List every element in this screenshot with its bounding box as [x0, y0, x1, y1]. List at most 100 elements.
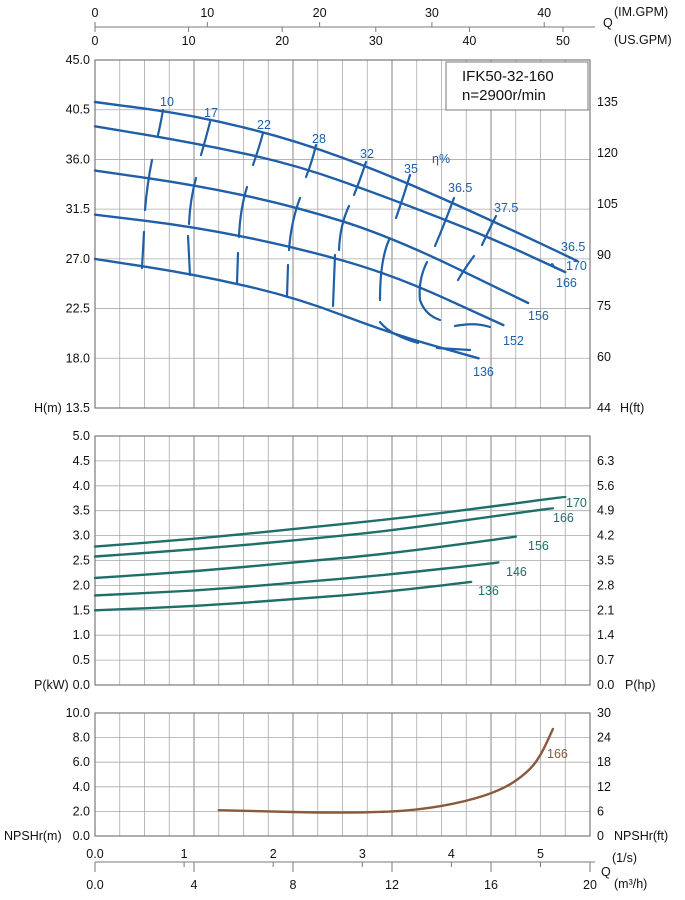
head-ylabel: H(m) [34, 401, 62, 415]
us-gpm-unit: (US.GPM) [614, 33, 672, 47]
head-y2-tick-label: 75 [597, 299, 611, 313]
panel-frame [94, 435, 591, 686]
power-y2-tick-label: 1.4 [597, 628, 614, 642]
power-y2-ticks: 6.3 5.6 4.9 4.2 3.5 2.8 2.1 1.4 0.7 0.0 [597, 454, 614, 692]
panel-frame [94, 712, 591, 837]
head-curve-labels: 170 166 156 152 136 [473, 259, 587, 379]
head-y2-tick-label: 135 [597, 95, 618, 109]
im-gpm-tick: 0 [92, 6, 99, 20]
curve-166 [217, 727, 555, 814]
y-tick-label: 40.5 [66, 103, 90, 117]
curve-166 [93, 506, 555, 558]
y-tick-label: 4.5 [73, 454, 90, 468]
eff-curve-36-5 [418, 196, 472, 352]
eff-curve-10 [140, 108, 165, 270]
eff-label: 35 [404, 162, 418, 176]
head-y2-tick-label: 60 [597, 350, 611, 364]
head-y2-tick-label: 44 [597, 401, 611, 415]
chart-subtitle: n=2900r/min [462, 87, 546, 104]
y-tick-label: 6 [597, 804, 604, 818]
power-y2-tick-label: 2.1 [597, 603, 614, 617]
y-tick-label: 2.5 [73, 554, 90, 568]
efficiency-symbol: η% [432, 152, 450, 166]
npsh-y2label: NPSHr(ft) [614, 829, 668, 843]
y-tick-label: 18.0 [66, 351, 90, 365]
npsh-y2-ticks: 30 24 18 12 6 0 [597, 706, 611, 843]
y-tick-label: 18 [597, 755, 611, 769]
im-gpm-tick: 30 [425, 6, 439, 20]
efficiency-curves [140, 108, 557, 352]
us-gpm-axis: 0 10 20 30 40 50 [92, 27, 570, 48]
npsh-grid [94, 712, 591, 837]
m3h-tick: 4 [191, 878, 198, 892]
power-curves [93, 495, 567, 612]
head-y2-tick-label: 120 [597, 146, 618, 160]
power-y-ticks: 5.0 4.5 4.0 3.5 3.0 2.5 2.0 1.5 1.0 0.5 0.0 [73, 429, 90, 692]
curve-166 [93, 125, 567, 274]
y-tick-label: 13.5 [66, 401, 90, 415]
curve-156 [93, 169, 530, 305]
power-grid [94, 435, 591, 686]
npsh-curve-labels: 166 [547, 747, 568, 761]
ls-tick: 3 [359, 847, 366, 861]
curve-146 [93, 561, 500, 597]
eff-label: 36.5 [448, 181, 472, 195]
eff-label: 22 [257, 118, 271, 132]
us-gpm-tick: 20 [275, 34, 289, 48]
head-grid [94, 59, 591, 409]
y-tick-label: 6.0 [73, 755, 90, 769]
y-tick-label: 10.0 [66, 706, 90, 720]
ls-tick: 2 [270, 847, 277, 861]
title-box [445, 61, 589, 111]
y-tick-label: 0 [597, 829, 604, 843]
ls-tick: 5 [537, 847, 544, 861]
y-tick-label: 1.5 [73, 603, 90, 617]
curve-136 [93, 580, 473, 612]
eff-curve-22 [235, 131, 265, 285]
eff-label: 37.5 [494, 201, 518, 215]
power-label-170: 170 [566, 496, 587, 510]
y-tick-label: 31.5 [66, 202, 90, 216]
power-y2-tick-label: 3.5 [597, 554, 614, 568]
us-gpm-tick: 10 [182, 34, 196, 48]
head-y2-ticks: 135 120 105 90 75 60 44 [597, 95, 618, 415]
ls-axis: 0.0 1 2 3 4 5 [86, 847, 595, 867]
y-tick-label: 24 [597, 731, 611, 745]
m3h-axis: 0.0 4 8 12 16 20 [86, 862, 597, 892]
npsh-y-ticks: 10.0 8.0 6.0 4.0 2.0 0.0 [66, 706, 90, 843]
y-tick-label: 36.0 [66, 152, 90, 166]
head-label-170: 170 [566, 259, 587, 273]
y-tick-label: 12 [597, 780, 611, 794]
y-tick-label: 2.0 [73, 804, 90, 818]
us-gpm-tick: 40 [462, 34, 476, 48]
ls-tick: 0.0 [86, 847, 103, 861]
eff-curve-36-5-tail [550, 262, 557, 270]
curve-152 [93, 213, 505, 327]
npsh-label-166: 166 [547, 747, 568, 761]
ls-tick: 4 [448, 847, 455, 861]
m3h-tick: 20 [583, 878, 597, 892]
power-label-136: 136 [478, 584, 499, 598]
m3h-tick: 8 [290, 878, 297, 892]
m3h-tick: 0.0 [86, 878, 103, 892]
power-y2-tick-label: 4.2 [597, 529, 614, 543]
im-gpm-tick: 10 [200, 6, 214, 20]
eff-label: 28 [312, 132, 326, 146]
y-tick-label: 2.0 [73, 578, 90, 592]
head-curves [93, 100, 579, 360]
power-y2-tick-label: 0.7 [597, 653, 614, 667]
y-tick-label: 8.0 [73, 731, 90, 745]
eff-label: 17 [204, 106, 218, 120]
efficiency-labels: 10 17 22 28 32 35 36.5 37.5 36.5 [160, 95, 585, 254]
chart-title: IFK50-32-160 [462, 68, 554, 85]
y-tick-label: 0.5 [73, 653, 90, 667]
ls-unit: (1/s) [612, 851, 637, 865]
y-tick-label: 1.0 [73, 628, 90, 642]
curve-170 [93, 100, 579, 263]
eff-curve-35 [378, 173, 420, 345]
top-q-label: Q [603, 16, 613, 30]
npsh-ylabel: NPSHr(m) [4, 829, 62, 843]
head-y2label: H(ft) [620, 401, 644, 415]
power-label-156: 156 [528, 539, 549, 553]
